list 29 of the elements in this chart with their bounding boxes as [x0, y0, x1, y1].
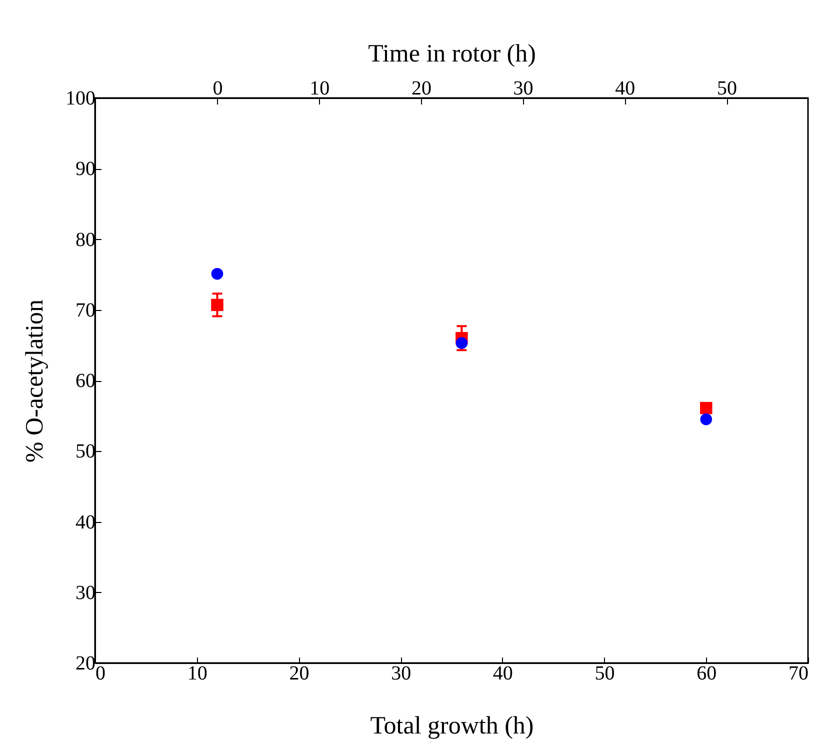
x2-tick-label: 30 [513, 78, 534, 100]
x2-tick-label: 0 [212, 78, 223, 100]
x-tick-label: 20 [289, 662, 310, 684]
x2-tick-label: 40 [615, 78, 636, 100]
x-tick-label: 0 [96, 662, 106, 684]
x-tick-label: 50 [594, 662, 615, 684]
y-tick-label: 90 [76, 158, 96, 180]
x-tick-label: 40 [492, 662, 513, 684]
y-tick-label: 80 [76, 228, 96, 251]
x2-tick-label: 50 [717, 78, 738, 100]
x-axis-title: Total growth (h) [370, 712, 534, 740]
y-tick-label: 100 [66, 88, 96, 110]
x-tick-label: 10 [187, 662, 208, 684]
point [700, 413, 712, 426]
x2-axis-title: Time in rotor (h) [368, 40, 536, 68]
y-tick-label: 30 [76, 582, 96, 604]
x2-tick-label: 10 [310, 78, 330, 100]
y-tick-label: 50 [76, 440, 96, 463]
point [211, 268, 224, 280]
point [700, 402, 712, 414]
x2-tick-label: 20 [411, 78, 432, 100]
y-axis-title: % O-acetylation [22, 298, 48, 463]
x-tick-label: 70 [788, 662, 808, 684]
x-tick-label: 30 [391, 662, 412, 684]
y-tick-label: 60 [76, 370, 96, 392]
y-tick-label: 40 [76, 511, 96, 534]
y-tick-label: 70 [76, 299, 96, 322]
x-tick-label: 60 [696, 662, 717, 684]
point [456, 337, 468, 349]
